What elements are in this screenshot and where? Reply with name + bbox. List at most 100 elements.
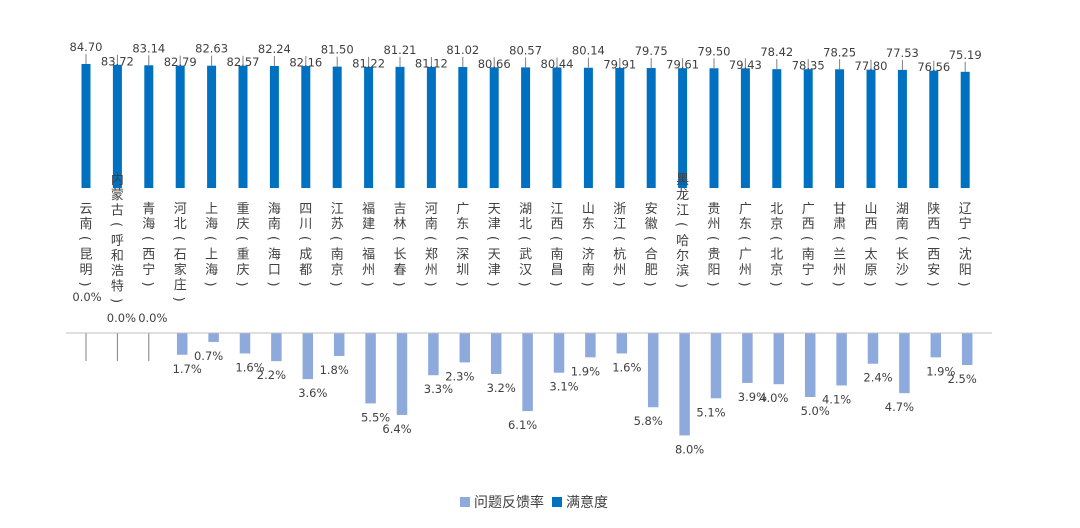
satisfaction-value-label: 79.61 (666, 58, 699, 72)
category-label-char: 贵 (707, 248, 720, 263)
category-label-char: 沙 (896, 263, 909, 278)
category-label-char: 都 (299, 263, 312, 278)
feedback-rate-value-label: 5.0% (801, 404, 830, 418)
category-label-char: ) (454, 281, 469, 286)
legend-label-satisfaction: 满意度 (566, 495, 608, 511)
satisfaction-value-label: 79.91 (603, 57, 636, 71)
category-label-char: 石 (174, 248, 187, 263)
category-label-char: 陕 (927, 202, 940, 217)
satisfaction-value-label: 79.75 (635, 44, 668, 58)
satisfaction-value-label: 78.42 (760, 45, 793, 59)
category-label-char: 内 (111, 172, 124, 188)
feedback-rate-value-label: 3.2% (487, 381, 516, 395)
category-label-char: ( (862, 236, 877, 241)
category-label-char: 徽 (645, 217, 658, 232)
legend-swatch-feedback-rate (460, 497, 470, 507)
category-label-char: 南 (79, 216, 92, 232)
category-label-char: 合 (645, 248, 658, 263)
category-label-char: 阳 (707, 263, 720, 278)
category-label-char: ( (548, 236, 563, 241)
feedback-rate-value-label: 3.6% (298, 386, 327, 400)
feedback-rate-value-label: 2.3% (445, 369, 474, 383)
category-label-char: ( (265, 236, 280, 241)
feedback-rate-bars (176, 333, 973, 436)
satisfaction-value-label: 80.57 (509, 43, 542, 57)
category-label-char: 北 (770, 248, 783, 263)
category-label-char: 北 (519, 217, 532, 232)
legend-label-feedback-rate: 问题反馈率 (474, 495, 544, 511)
satisfaction-value-label: 78.35 (792, 59, 825, 73)
category-label-char: 蒙 (111, 188, 124, 203)
satisfaction-bar (583, 67, 593, 188)
category-label-char: 特 (111, 279, 124, 294)
feedback-rate-value-label: 5.5% (361, 410, 390, 424)
category-label-char: 广 (739, 202, 752, 217)
category-label-char: ) (768, 281, 783, 286)
category-label-char: 南 (802, 247, 815, 263)
category-label-char: ) (328, 281, 343, 286)
satisfaction-bars (81, 64, 970, 188)
feedback-rate-bar (773, 333, 785, 385)
category-label-char: 津 (488, 263, 501, 278)
category-label-char: 长 (896, 248, 909, 263)
feedback-rate-bar (804, 333, 816, 397)
category-label-char: 南 (582, 262, 595, 278)
feedback-rate-bar (679, 333, 690, 436)
category-label-char: 南 (268, 216, 281, 232)
feedback-rate-bar (459, 333, 471, 363)
satisfaction-value-label: 79.43 (729, 58, 762, 72)
category-label-char: 南 (550, 247, 563, 263)
feedback-rate-value-label: 3.3% (424, 382, 453, 396)
category-label-char: 安 (927, 263, 940, 278)
feedback-rate-bar (742, 333, 753, 383)
satisfaction-value-label: 82.79 (164, 55, 197, 69)
category-label-char: 长 (393, 248, 406, 263)
category-label-char: 沈 (959, 248, 972, 263)
category-label-char: ( (140, 236, 155, 241)
satisfaction-value-label: 80.44 (541, 57, 574, 71)
feedback-rate-value-label: 6.4% (382, 422, 411, 436)
category-label-char: 州 (739, 263, 752, 278)
satisfaction-value-label: 83.14 (132, 41, 165, 55)
satisfaction-value-label: 81.50 (321, 43, 354, 57)
feedback-rate-value-label: 5.1% (696, 405, 725, 419)
category-label-char: ( (705, 236, 720, 241)
category-label-char: 黑 (676, 173, 689, 188)
category-label-char: 阳 (959, 263, 972, 278)
category-label-char: ) (77, 281, 92, 286)
category-label-char: 山 (582, 202, 595, 217)
category-label-char: ) (391, 281, 406, 286)
category-label-char: 海 (205, 217, 218, 232)
category-label: 广东 (深圳) (454, 202, 470, 287)
category-label-char: 海 (205, 263, 218, 278)
category-label-char: 汉 (519, 263, 532, 278)
category-label-char: ( (171, 236, 186, 241)
feedback-rate-bar (710, 333, 722, 399)
category-label-char: 口 (268, 263, 281, 278)
category-label-char: 肥 (645, 263, 658, 278)
category-label: 甘肃 (兰州) (831, 202, 847, 287)
feedback-rate-value-label: 6.1% (508, 418, 537, 432)
feedback-rate-value-label: 4.1% (822, 392, 851, 406)
feedback-rate-bar (616, 333, 628, 354)
category-label-char: ( (674, 222, 689, 227)
category-label-char: 昌 (550, 263, 563, 278)
category-label-char: ) (140, 281, 155, 286)
feedback-rate-value-label: 3.9% (738, 390, 767, 404)
category-label-char: 重 (236, 247, 249, 263)
category-label: 重庆 (重庆) (234, 201, 250, 287)
category-label: 云南 (昆明) (77, 202, 93, 287)
satisfaction-value-label: 83.72 (101, 54, 134, 68)
feedback-rate-bar (208, 333, 219, 342)
satisfaction-bar (112, 64, 122, 188)
satisfaction-value-label: 84.70 (70, 40, 103, 54)
satisfaction-value-labels: 84.7083.7283.1482.7982.6382.5782.2482.16… (70, 40, 982, 74)
category-label-char: 滨 (676, 263, 689, 279)
feedback-rate-value-label: 3.1% (549, 380, 578, 394)
satisfaction-bar (269, 66, 279, 188)
category-label-char: 河 (425, 202, 438, 217)
feedback-rate-value-label: 1.9% (571, 364, 600, 378)
category-label: 江苏 (南京) (328, 202, 344, 287)
category-label-char: 宁 (959, 216, 972, 232)
category-label-char: 庆 (236, 263, 249, 278)
